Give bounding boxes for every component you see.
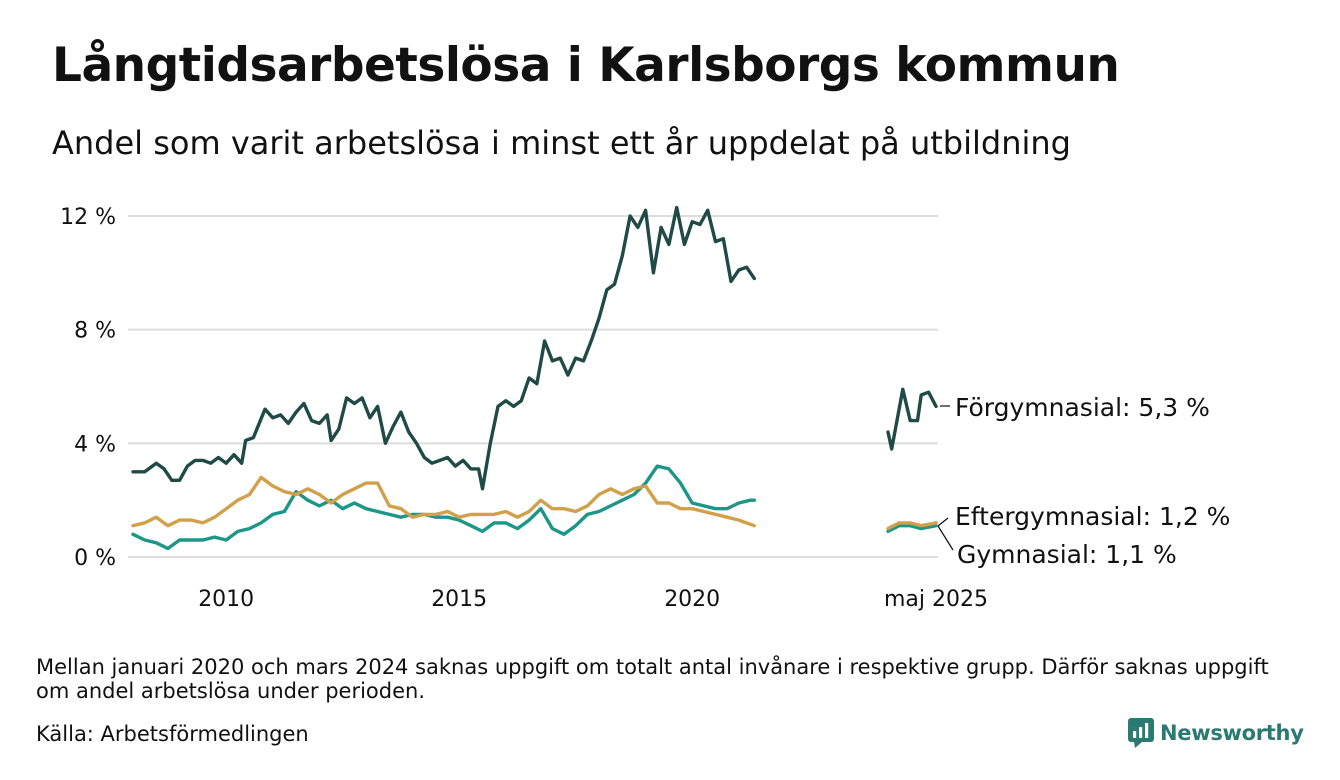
- y-tick-label: 0 %: [74, 546, 116, 571]
- series-end-label: Gymnasial: 1,1 %: [957, 540, 1177, 569]
- label-leader-line: [937, 525, 954, 551]
- series-line-eftergymnasial: [886, 521, 938, 531]
- x-tick-label: 2010: [198, 587, 254, 612]
- series-end-label: Förgymnasial: 5,3 %: [955, 393, 1210, 422]
- chart-note: Mellan januari 2020 och mars 2024 saknas…: [36, 655, 1269, 703]
- y-tick-label: 8 %: [74, 319, 116, 344]
- series-line-gymnasial: [131, 464, 756, 551]
- series-lines: [131, 205, 938, 551]
- label-leader-line: [937, 517, 949, 527]
- newsworthy-icon: [1128, 718, 1154, 748]
- series-line-forgymnasial: [131, 205, 756, 491]
- series-line-eftergymnasial: [131, 475, 756, 528]
- x-axis: 2010 2015 2020 maj 2025: [198, 587, 988, 612]
- newsworthy-logo: Newsworthy: [1128, 716, 1304, 750]
- series-line-forgymnasial: [886, 387, 938, 451]
- y-tick-label: 12 %: [60, 205, 116, 230]
- chart-subtitle: Andel som varit arbetslösa i minst ett å…: [52, 124, 1071, 162]
- line-chart: 0 % 4 % 8 % 12 % 2010 2015 2020 maj 2025 Förgy…: [60, 205, 1230, 612]
- x-tick-label: 2015: [431, 587, 487, 612]
- x-tick-label: 2020: [664, 587, 720, 612]
- series-line-gymnasial: [886, 524, 938, 534]
- gridlines: [128, 215, 938, 558]
- chart-title: Långtidsarbetslösa i Karlsborgs kommun: [52, 38, 1120, 93]
- y-axis: 0 % 4 % 8 % 12 %: [60, 205, 116, 571]
- series-end-label: Eftergymnasial: 1,2 %: [955, 502, 1230, 531]
- source-credit: Källa: Arbetsförmedlingen: [36, 722, 309, 746]
- brand-name: Newsworthy: [1160, 721, 1304, 745]
- y-tick-label: 4 %: [74, 432, 116, 457]
- end-labels: Förgymnasial: 5,3 % Eftergymnasial: 1,2 %…: [937, 393, 1230, 569]
- x-tick-label: maj 2025: [884, 587, 988, 612]
